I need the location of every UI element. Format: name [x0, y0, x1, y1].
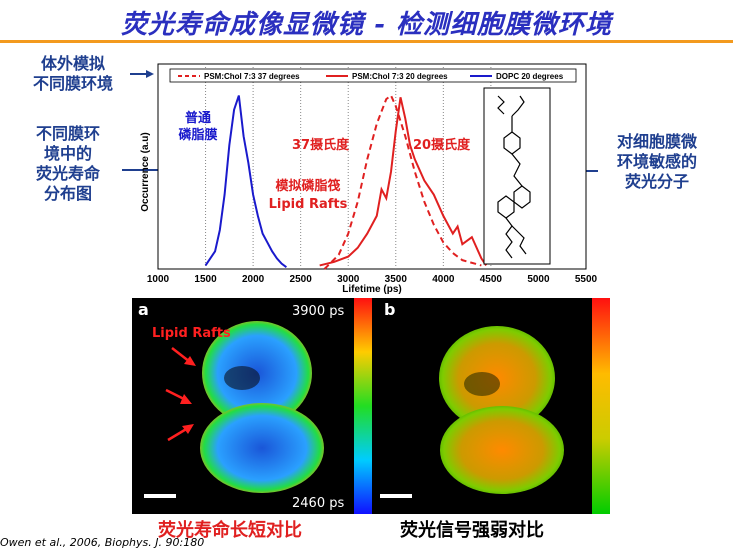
- caption-intensity: 荧光信号强弱对比: [400, 520, 544, 541]
- micrograph-panel: a b 3900 ps 2460 ps Lipid Rafts: [132, 298, 610, 514]
- molecule-structure: [483, 87, 551, 265]
- label-lipid-raft-sim: 模拟磷脂筏 Lipid Rafts: [268, 179, 348, 212]
- legend: PSM:Chol 7:3 37 degrees PSM:Chol 7:3 20 d…: [169, 68, 577, 83]
- series-line-1: [319, 97, 487, 267]
- legend-label-0: PSM:Chol 7:3 37 degrees: [204, 72, 300, 81]
- legend-label-2: DOPC 20 degrees: [496, 72, 564, 81]
- x-tick-label-8: 5000: [527, 274, 550, 285]
- lifetime-chart: 1000 1500 2000 2500 3000 3500 4000 4500 5000 5500…: [140, 63, 598, 295]
- note-distribution: 不同膜环 境中的 荧光寿命 分布图: [35, 124, 100, 203]
- x-tick-label-7: 4500: [480, 274, 503, 285]
- scale-top-label: 3900 ps: [292, 304, 345, 319]
- scale-bar-b: [380, 494, 412, 498]
- x-axis-label: Lifetime (ps): [342, 284, 401, 295]
- arrow-head-legend: [146, 70, 154, 78]
- page-title: 荧光寿命成像显微镜 - 检测细胞膜微环境: [121, 10, 612, 40]
- cell-b-lower: [440, 406, 564, 494]
- raft-arrows: [165, 347, 196, 442]
- scale-bottom-label: 2460 ps: [292, 496, 345, 511]
- x-tick-label-9: 5500: [575, 274, 598, 285]
- x-tick-label-2: 2000: [242, 274, 265, 285]
- series-line-0: [323, 93, 482, 270]
- caption-lifetime: 荧光寿命长短对比: [158, 520, 302, 541]
- x-tick-label-4: 3000: [337, 274, 360, 285]
- x-tick-label-0: 1000: [147, 274, 170, 285]
- panel-a-label: a: [138, 300, 149, 319]
- note-in-vitro: 体外模拟 不同膜环境: [32, 54, 113, 93]
- label-37-degrees: 37摄氏度: [292, 138, 350, 153]
- x-tick-label-5: 3500: [385, 274, 408, 285]
- cell-a-lower: [200, 403, 324, 493]
- citation: Owen et al., 2006, Biophys. J. 90:180: [0, 536, 205, 549]
- label-normal-membrane: 普通 磷脂膜: [178, 111, 218, 143]
- scale-bar-a: [144, 494, 176, 498]
- x-tick-label-1: 1500: [194, 274, 217, 285]
- x-tick-labels: 1000 1500 2000 2500 3000 3500 4000 4500 5000 5500: [147, 274, 598, 285]
- lipid-rafts-label: Lipid Rafts: [152, 326, 231, 341]
- x-tick-label-3: 2500: [290, 274, 313, 285]
- y-axis-label: Occurrence (a.u): [140, 132, 151, 211]
- intensity-color-bar: [592, 298, 610, 514]
- x-tick-label-6: 4000: [432, 274, 455, 285]
- lifetime-color-bar: [354, 298, 372, 514]
- title-underline: [0, 40, 733, 43]
- micrograph-image: [144, 298, 610, 514]
- series-line-2: [204, 95, 287, 269]
- series-group: [204, 93, 487, 270]
- panel-b-label: b: [384, 300, 396, 319]
- legend-box: [169, 68, 577, 83]
- legend-label-1: PSM:Chol 7:3 20 degrees: [352, 72, 448, 81]
- label-20-degrees: 20摄氏度: [413, 138, 471, 153]
- note-probe: 对细胞膜微 环境敏感的 荧光分子: [616, 132, 697, 191]
